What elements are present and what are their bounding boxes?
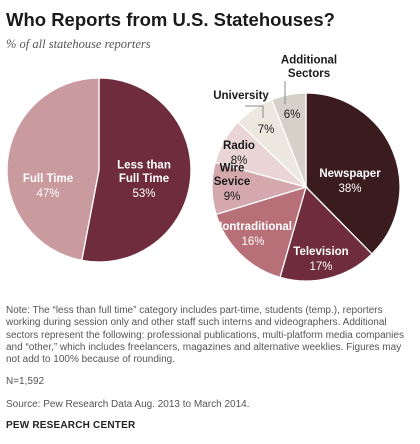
slice-label-full-time: Full Time [23, 173, 73, 185]
slice-value-university: 7% [258, 124, 275, 136]
slice-value-radio: 8% [231, 155, 248, 167]
organization-name: PEW RESEARCH CENTER [6, 420, 136, 431]
pie-slice-nontraditional [215, 186, 307, 279]
slice-label-nontraditional: Nontraditional [214, 221, 292, 233]
chart-subtitle: % of all statehouse reporters [6, 37, 151, 51]
pie-slice-television [279, 185, 373, 282]
pie-slice-full-time [6, 77, 100, 262]
slice-label-additional-sectors: Additional [281, 54, 337, 66]
slice-value-wire-sevice: 9% [224, 191, 241, 203]
slice-value-full-time: 47% [36, 188, 59, 200]
slice-value-less-than-full-time: 53% [132, 188, 155, 200]
slice-value-additional-sectors: 6% [284, 109, 301, 121]
slice-label-radio: Radio [223, 140, 255, 152]
slice-value-nontraditional: 16% [241, 236, 264, 248]
slice-value-television: 17% [309, 261, 332, 273]
slice-label-less-than-full-time: Less than [117, 159, 171, 171]
pie-charts: Less than Full Time 53% Full Time 47% Newspa… [6, 54, 401, 282]
sample-size: N=1,592 [6, 376, 45, 387]
slice-label-university: University [213, 90, 269, 102]
chart-source: Source: Pew Research Data Aug. 2013 to M… [6, 399, 250, 410]
pie-slice-additional-sectors [270, 92, 307, 188]
slice-label-newspaper: Newspaper [319, 168, 381, 180]
slice-label-additional-sectors: Sectors [288, 68, 330, 80]
slice-label-less-than-full-time: Full Time [119, 173, 169, 185]
sector-pie: Newspaper 38% Television 17% Nontraditional 1… [211, 54, 401, 282]
slice-label-television: Television [293, 246, 348, 258]
pie-slice-newspaper [305, 92, 401, 255]
slice-label-wire-sevice: Wire [220, 162, 245, 174]
slice-value-newspaper: 38% [338, 183, 361, 195]
slice-label-wire-sevice: Sevice [214, 176, 250, 188]
employment-pie: Less than Full Time 53% Full Time 47% [6, 77, 192, 263]
chart-title: Who Reports from U.S. Statehouses? [6, 9, 335, 30]
pie-slice-less-than-full-time [80, 77, 192, 263]
leader-line-university [245, 105, 264, 118]
chart-note: Note: The “less than full time” category… [6, 305, 404, 366]
